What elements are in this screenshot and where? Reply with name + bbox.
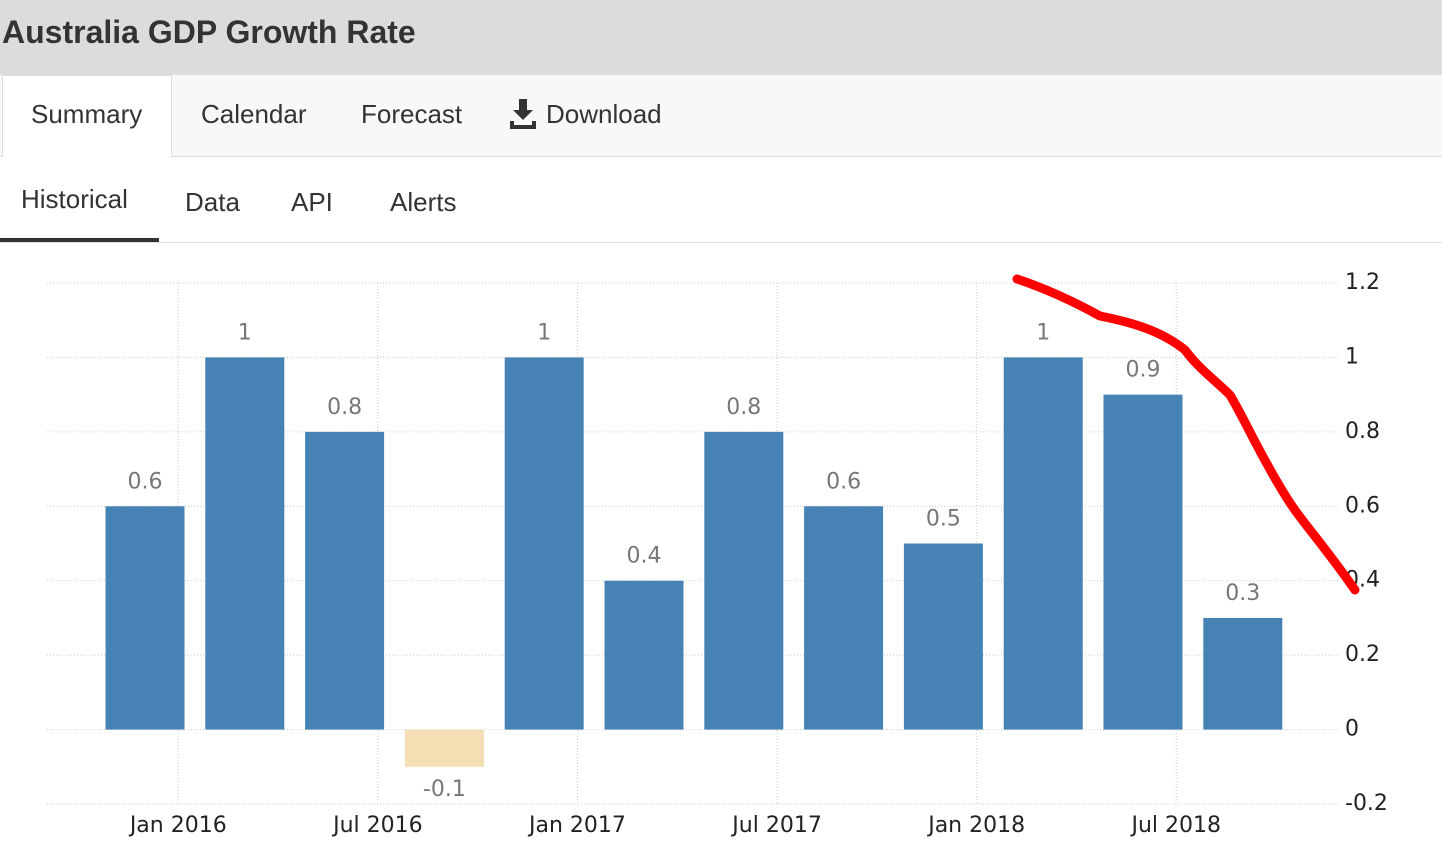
data-label: 0.8	[327, 395, 362, 420]
bar	[604, 580, 684, 730]
y-tick-label: 0.8	[1345, 419, 1380, 444]
annotation-scribble	[1012, 274, 1360, 595]
x-tick-label: Jul 2017	[730, 813, 822, 838]
data-label: 0.6	[826, 469, 861, 494]
bar	[1003, 357, 1083, 730]
y-tick-label: 0	[1345, 717, 1359, 742]
bar	[105, 506, 185, 730]
data-label: 0.6	[128, 469, 163, 494]
subtab[interactable]: Data	[185, 187, 240, 217]
y-tick-label: 0.6	[1345, 493, 1380, 518]
x-tick-label: Jul 2016	[331, 813, 423, 838]
x-tick-label: Jan 2017	[527, 813, 626, 838]
bar	[1103, 394, 1183, 730]
tab[interactable]: Download	[546, 99, 662, 129]
data-label: 0.3	[1225, 581, 1260, 606]
x-tick-label: Jan 2016	[128, 813, 227, 838]
bar	[704, 431, 784, 730]
page-title: Australia GDP Growth Rate	[2, 14, 416, 50]
subtab[interactable]: API	[291, 187, 333, 217]
bar	[305, 431, 385, 730]
data-label: 0.8	[726, 395, 761, 420]
x-tick-label: Jul 2018	[1130, 813, 1222, 838]
y-tick-label: -0.2	[1345, 791, 1388, 816]
bar	[404, 729, 484, 767]
bar	[504, 357, 584, 730]
data-label: 1	[1036, 320, 1050, 345]
data-label: 0.5	[926, 507, 961, 532]
y-tick-label: 1	[1345, 344, 1359, 369]
bar	[903, 543, 983, 730]
y-tick-label: 1.2	[1345, 270, 1380, 295]
data-label: 0.4	[627, 544, 662, 569]
x-tick-label: Jan 2018	[926, 813, 1025, 838]
download-icon	[510, 99, 536, 129]
header: Australia GDP Growth Rate	[0, 0, 1442, 75]
bar	[804, 506, 884, 730]
active-tab-bg	[2, 75, 172, 157]
subtab[interactable]: Historical	[21, 184, 128, 214]
active-underline	[0, 238, 159, 242]
bar	[1203, 617, 1283, 730]
tab[interactable]: Summary	[31, 99, 143, 129]
data-label: 1	[238, 320, 252, 345]
subtab-bar: Historical Data API Alerts	[0, 157, 1442, 243]
tab-bar: Summary Calendar Forecast Download	[0, 75, 1442, 157]
data-label: -0.1	[423, 777, 466, 802]
y-tick-label: 0.2	[1345, 642, 1380, 667]
subtab[interactable]: Alerts	[390, 187, 457, 217]
data-label: 1	[537, 320, 551, 345]
data-label: 0.9	[1126, 358, 1161, 383]
tab[interactable]: Forecast	[361, 99, 463, 129]
bar	[205, 357, 285, 730]
tab[interactable]: Calendar	[201, 99, 307, 129]
